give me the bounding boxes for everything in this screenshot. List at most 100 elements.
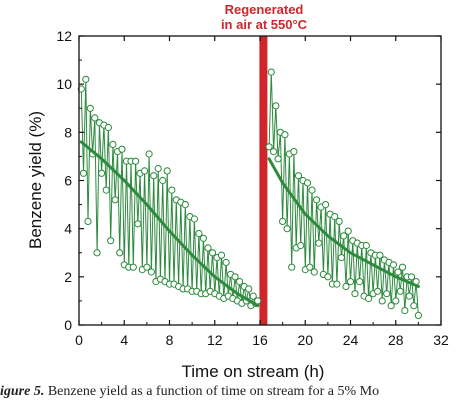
annotation-line-1: Regenerated — [225, 2, 304, 17]
data-point — [290, 148, 298, 156]
x-tick-label: 0 — [75, 332, 83, 348]
data-point — [283, 225, 291, 233]
x-tick-label: 8 — [166, 332, 174, 348]
data-point — [141, 167, 149, 175]
data-point — [91, 114, 99, 122]
data-point — [405, 292, 413, 300]
data-point — [111, 196, 119, 204]
data-point — [104, 123, 113, 132]
data-point — [310, 268, 318, 276]
data-point — [333, 280, 341, 288]
data-point — [150, 172, 158, 180]
data-point — [297, 241, 305, 250]
regeneration-bar — [259, 36, 268, 325]
data-point — [98, 169, 106, 177]
data-point — [346, 278, 355, 286]
data-point — [392, 297, 400, 305]
data-point — [267, 68, 275, 76]
data-point — [245, 285, 253, 293]
y-tick-label: 4 — [64, 221, 72, 237]
data-point — [231, 273, 239, 281]
data-point — [163, 167, 171, 175]
data-point — [93, 249, 101, 257]
data-point — [79, 169, 88, 177]
plot-area — [77, 36, 422, 325]
data-point — [134, 220, 142, 228]
annotation-line-2: in air at 550°C — [221, 17, 308, 32]
data-point — [145, 150, 153, 158]
x-tick-label: 24 — [343, 332, 359, 348]
data-point — [294, 172, 303, 180]
y-tick-label: 0 — [64, 317, 72, 333]
x-tick-label: 16 — [252, 332, 268, 348]
data-point — [272, 102, 280, 110]
x-tick-label: 32 — [433, 332, 449, 348]
data-point — [387, 302, 395, 310]
y-tick-label: 10 — [56, 76, 72, 92]
data-point — [132, 157, 140, 165]
data-point — [351, 290, 359, 298]
caption-text: Benzene yield as a function of time on s… — [44, 384, 380, 399]
data-point — [84, 217, 92, 225]
data-point — [306, 263, 314, 271]
data-point — [356, 278, 364, 286]
data-point — [324, 273, 332, 281]
data-point — [389, 261, 398, 269]
data-point — [281, 131, 289, 139]
data-point — [374, 287, 382, 295]
data-point — [168, 186, 176, 194]
y-tick-label: 2 — [64, 269, 72, 285]
data-point — [82, 75, 90, 83]
data-point — [344, 227, 352, 235]
x-tick-label: 12 — [207, 332, 223, 348]
data-point — [195, 229, 203, 238]
data-point — [396, 287, 404, 295]
data-point — [288, 263, 296, 271]
data-point — [394, 268, 402, 276]
data-point — [208, 249, 217, 257]
data-point — [249, 292, 257, 300]
data-point — [401, 307, 409, 315]
data-point — [270, 148, 278, 156]
data-point — [116, 249, 124, 257]
data-point — [217, 251, 226, 259]
data-point — [342, 282, 350, 291]
data-point — [181, 201, 189, 209]
data-point — [118, 145, 126, 153]
y-tick-label: 6 — [64, 173, 72, 189]
data-point — [107, 237, 115, 245]
data-point — [303, 179, 312, 187]
data-point — [410, 302, 418, 310]
data-point — [159, 176, 167, 185]
trend-line-1 — [79, 140, 260, 308]
data-point — [274, 155, 282, 163]
data-point — [204, 244, 212, 252]
data-point — [265, 143, 273, 151]
x-axis-label: Time on stream (h) — [182, 362, 325, 381]
data-point — [279, 217, 287, 225]
y-tick-label: 12 — [56, 28, 72, 44]
data-point — [199, 234, 207, 242]
x-tick-label: 28 — [388, 332, 404, 348]
data-point — [222, 258, 230, 266]
data-point — [414, 311, 422, 319]
data-point — [154, 164, 162, 173]
data-point — [236, 278, 244, 286]
trend-line-2 — [267, 157, 420, 288]
data-point — [129, 263, 137, 271]
data-point — [376, 251, 384, 259]
data-point — [383, 290, 391, 298]
data-point — [365, 294, 373, 303]
data-point — [315, 239, 323, 247]
caption-label: igure 5. — [0, 384, 45, 399]
data-point — [147, 268, 155, 276]
data-point — [378, 297, 386, 305]
data-point — [335, 217, 343, 225]
data-point — [408, 273, 416, 281]
data-point — [86, 104, 94, 112]
data-point — [109, 140, 117, 148]
data-point — [337, 254, 345, 262]
figure-caption: igure 5. Benzene yield as a function of … — [0, 384, 474, 405]
x-tick-label: 20 — [297, 332, 313, 348]
